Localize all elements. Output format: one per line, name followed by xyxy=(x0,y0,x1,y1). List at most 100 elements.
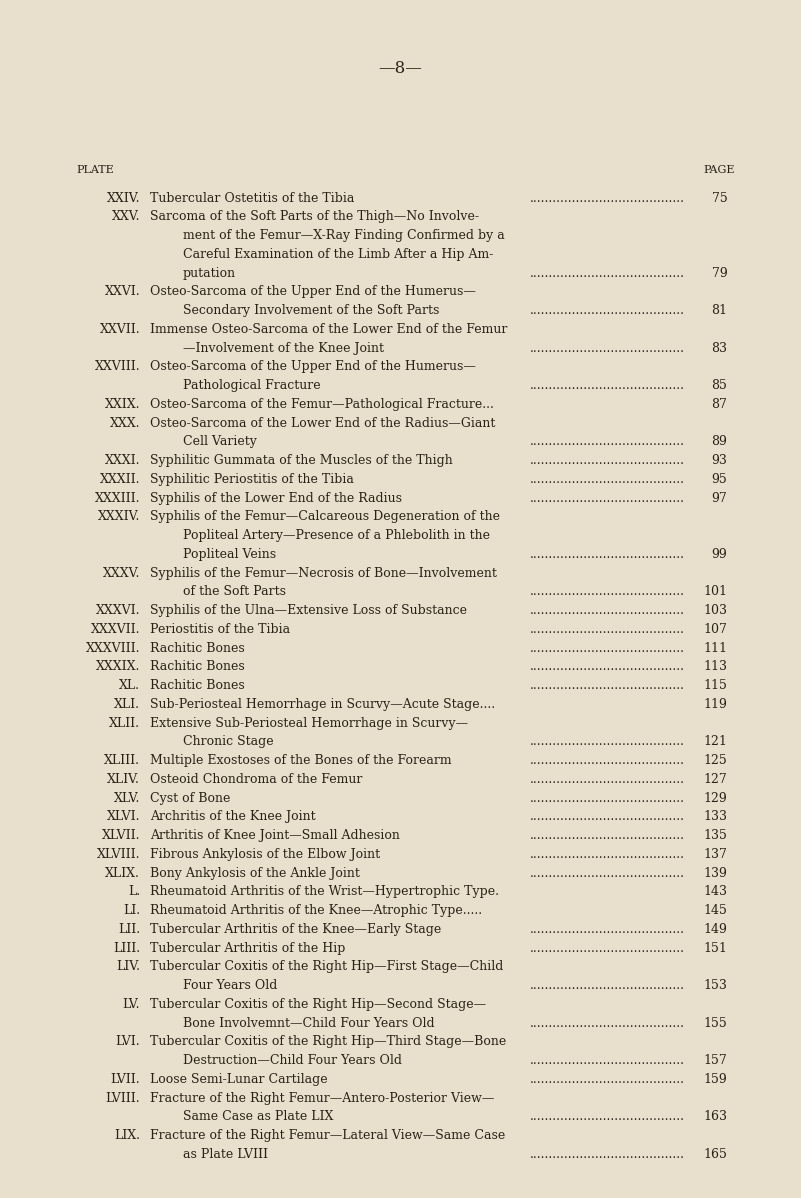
Text: PAGE: PAGE xyxy=(703,165,735,175)
Text: Rheumatoid Arthritis of the Wrist—Hypertrophic Type.: Rheumatoid Arthritis of the Wrist—Hypert… xyxy=(150,885,499,898)
Text: 85: 85 xyxy=(711,380,727,392)
Text: ........................................: ........................................ xyxy=(529,848,685,861)
Text: —Involvement of the Knee Joint: —Involvement of the Knee Joint xyxy=(183,341,384,355)
Text: ........................................: ........................................ xyxy=(529,1148,685,1161)
Text: ........................................: ........................................ xyxy=(529,547,685,561)
Text: Tubercular Arthritis of the Hip: Tubercular Arthritis of the Hip xyxy=(150,942,345,955)
Text: 113: 113 xyxy=(703,660,727,673)
Text: Four Years Old: Four Years Old xyxy=(183,979,277,992)
Text: ........................................: ........................................ xyxy=(529,380,685,392)
Text: Careful Examination of the Limb After a Hip Am-: Careful Examination of the Limb After a … xyxy=(183,248,493,261)
Text: ........................................: ........................................ xyxy=(529,586,685,599)
Text: XLV.: XLV. xyxy=(114,792,140,805)
Text: XLIX.: XLIX. xyxy=(105,866,140,879)
Text: Syphilis of the Femur—Necrosis of Bone—Involvement: Syphilis of the Femur—Necrosis of Bone—I… xyxy=(150,567,497,580)
Text: XLVIII.: XLVIII. xyxy=(97,848,140,861)
Text: 139: 139 xyxy=(703,866,727,879)
Text: ........................................: ........................................ xyxy=(529,810,685,823)
Text: LII.: LII. xyxy=(118,922,140,936)
Text: Tubercular Coxitis of the Right Hip—First Stage—Child: Tubercular Coxitis of the Right Hip—Firs… xyxy=(150,961,503,974)
Text: ........................................: ........................................ xyxy=(529,942,685,955)
Text: XXXVII.: XXXVII. xyxy=(91,623,140,636)
Text: ........................................: ........................................ xyxy=(529,604,685,617)
Text: Tubercular Arthritis of the Knee—Early Stage: Tubercular Arthritis of the Knee—Early S… xyxy=(150,922,441,936)
Text: 95: 95 xyxy=(711,473,727,486)
Text: 165: 165 xyxy=(703,1148,727,1161)
Text: PLATE: PLATE xyxy=(76,165,114,175)
Text: XLIV.: XLIV. xyxy=(107,773,140,786)
Text: XXVII.: XXVII. xyxy=(99,323,140,335)
Text: Syphilis of the Femur—Calcareous Degeneration of the: Syphilis of the Femur—Calcareous Degener… xyxy=(150,510,500,524)
Text: Osteo-Sarcoma of the Lower End of the Radius—Giant: Osteo-Sarcoma of the Lower End of the Ra… xyxy=(150,417,495,430)
Text: 133: 133 xyxy=(703,810,727,823)
Text: Sub-Periosteal Hemorrhage in Scurvy—Acute Stage....: Sub-Periosteal Hemorrhage in Scurvy—Acut… xyxy=(150,698,495,710)
Text: ........................................: ........................................ xyxy=(529,979,685,992)
Text: ........................................: ........................................ xyxy=(529,829,685,842)
Text: ........................................: ........................................ xyxy=(529,1111,685,1124)
Text: ........................................: ........................................ xyxy=(529,1073,685,1085)
Text: 99: 99 xyxy=(711,547,727,561)
Text: ........................................: ........................................ xyxy=(529,623,685,636)
Text: 103: 103 xyxy=(703,604,727,617)
Text: 89: 89 xyxy=(711,435,727,448)
Text: Fracture of the Right Femur—Antero-Posterior View—: Fracture of the Right Femur—Antero-Poste… xyxy=(150,1091,494,1105)
Text: Bony Ankylosis of the Ankle Joint: Bony Ankylosis of the Ankle Joint xyxy=(150,866,360,879)
Text: L.: L. xyxy=(128,885,140,898)
Text: 81: 81 xyxy=(711,304,727,317)
Text: Tubercular Ostetitis of the Tibia: Tubercular Ostetitis of the Tibia xyxy=(150,192,354,205)
Text: XXX.: XXX. xyxy=(110,417,140,430)
Text: 149: 149 xyxy=(703,922,727,936)
Text: Osteo-Sarcoma of the Upper End of the Humerus—: Osteo-Sarcoma of the Upper End of the Hu… xyxy=(150,285,476,298)
Text: LI.: LI. xyxy=(123,904,140,918)
Text: 157: 157 xyxy=(703,1054,727,1067)
Text: Fracture of the Right Femur—Lateral View—Same Case: Fracture of the Right Femur—Lateral View… xyxy=(150,1130,505,1142)
Text: Extensive Sub-Periosteal Hemorrhage in Scurvy—: Extensive Sub-Periosteal Hemorrhage in S… xyxy=(150,716,468,730)
Text: Osteoid Chondroma of the Femur: Osteoid Chondroma of the Femur xyxy=(150,773,362,786)
Text: ........................................: ........................................ xyxy=(529,660,685,673)
Text: XXIV.: XXIV. xyxy=(107,192,140,205)
Text: XXXV.: XXXV. xyxy=(103,567,140,580)
Text: 137: 137 xyxy=(703,848,727,861)
Text: ........................................: ........................................ xyxy=(529,792,685,805)
Text: 129: 129 xyxy=(703,792,727,805)
Text: Syphilitic Gummata of the Muscles of the Thigh: Syphilitic Gummata of the Muscles of the… xyxy=(150,454,453,467)
Text: 87: 87 xyxy=(711,398,727,411)
Text: XXVI.: XXVI. xyxy=(105,285,140,298)
Text: XXXVIII.: XXXVIII. xyxy=(86,642,140,654)
Text: 127: 127 xyxy=(703,773,727,786)
Text: ........................................: ........................................ xyxy=(529,642,685,654)
Text: Secondary Involvement of the Soft Parts: Secondary Involvement of the Soft Parts xyxy=(183,304,439,317)
Text: as Plate LVIII: as Plate LVIII xyxy=(183,1148,268,1161)
Text: XXXVI.: XXXVI. xyxy=(95,604,140,617)
Text: Popliteal Artery—Presence of a Phlebolith in the: Popliteal Artery—Presence of a Phlebolit… xyxy=(183,530,489,543)
Text: LIV.: LIV. xyxy=(116,961,140,974)
Text: 143: 143 xyxy=(703,885,727,898)
Text: ........................................: ........................................ xyxy=(529,736,685,749)
Text: XXXIX.: XXXIX. xyxy=(96,660,140,673)
Text: 121: 121 xyxy=(703,736,727,749)
Text: XXIX.: XXIX. xyxy=(105,398,140,411)
Text: ........................................: ........................................ xyxy=(529,866,685,879)
Text: Syphilis of the Ulna—Extensive Loss of Substance: Syphilis of the Ulna—Extensive Loss of S… xyxy=(150,604,467,617)
Text: Immense Osteo-Sarcoma of the Lower End of the Femur: Immense Osteo-Sarcoma of the Lower End o… xyxy=(150,323,507,335)
Text: LVI.: LVI. xyxy=(115,1035,140,1048)
Text: 153: 153 xyxy=(703,979,727,992)
Text: Archritis of the Knee Joint: Archritis of the Knee Joint xyxy=(150,810,316,823)
Text: LVIII.: LVIII. xyxy=(106,1091,140,1105)
Text: 125: 125 xyxy=(703,755,727,767)
Text: XXXII.: XXXII. xyxy=(99,473,140,486)
Text: LIII.: LIII. xyxy=(113,942,140,955)
Text: 159: 159 xyxy=(703,1073,727,1085)
Text: ........................................: ........................................ xyxy=(529,679,685,692)
Text: Rheumatoid Arthritis of the Knee—Atrophic Type.....: Rheumatoid Arthritis of the Knee—Atrophi… xyxy=(150,904,482,918)
Text: Popliteal Veins: Popliteal Veins xyxy=(183,547,276,561)
Text: XLVII.: XLVII. xyxy=(102,829,140,842)
Text: ........................................: ........................................ xyxy=(529,454,685,467)
Text: 83: 83 xyxy=(711,341,727,355)
Text: Sarcoma of the Soft Parts of the Thigh—No Involve-: Sarcoma of the Soft Parts of the Thigh—N… xyxy=(150,211,479,224)
Text: of the Soft Parts: of the Soft Parts xyxy=(183,586,286,599)
Text: ........................................: ........................................ xyxy=(529,1017,685,1029)
Text: 75: 75 xyxy=(711,192,727,205)
Text: XLVI.: XLVI. xyxy=(107,810,140,823)
Text: XL.: XL. xyxy=(119,679,140,692)
